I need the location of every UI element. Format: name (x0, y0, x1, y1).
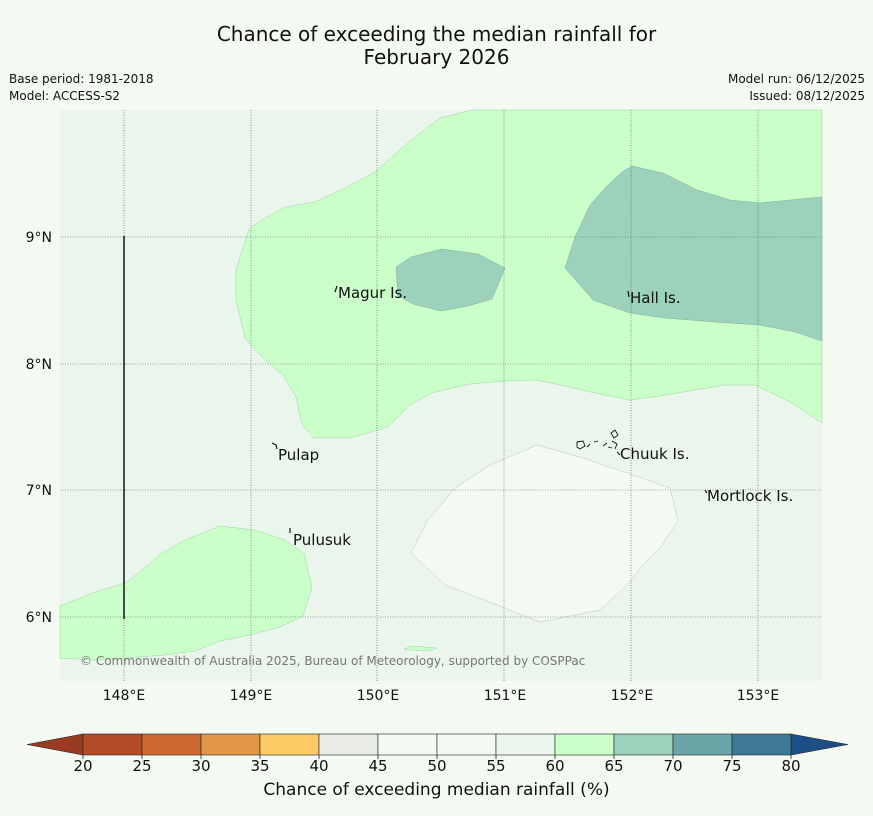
hall-island-mark (627, 290, 630, 298)
legend-swatch (731, 733, 792, 756)
legend-swatch (495, 733, 556, 756)
legend-tick-label: 45 (368, 757, 387, 775)
region-60-65-sliver (403, 645, 438, 652)
chart-title-line2: February 2026 (363, 45, 510, 69)
legend-tick-label: 55 (486, 757, 505, 775)
legend-swatch (200, 733, 261, 756)
region-65-70-centre (395, 248, 506, 312)
lon-label-153e: 153°E (737, 688, 780, 704)
lon-label-148e: 148°E (103, 688, 146, 704)
copyright-notice: © Commonwealth of Australia 2025, Bureau… (80, 654, 585, 668)
legend-swatch (436, 733, 497, 756)
lon-label-149e: 149°E (230, 688, 273, 704)
legend-tick-label: 70 (663, 757, 682, 775)
place-label-magur: Magur Is. (338, 284, 407, 302)
legend-swatch (377, 733, 438, 756)
legend-tick-label: 65 (604, 757, 623, 775)
region-65-70-east (564, 165, 823, 342)
place-label-hall: Hall Is. (630, 289, 681, 307)
legend-swatch (672, 733, 733, 756)
legend-under-arrow (26, 733, 84, 756)
legend-tick-label: 25 (132, 757, 151, 775)
legend-swatch (554, 733, 615, 756)
legend-swatch (141, 733, 202, 756)
model-run-date: Model run: 06/12/2025 (727, 72, 865, 86)
legend-tick-label: 60 (545, 757, 564, 775)
legend-swatch (318, 733, 379, 756)
region-50-55-south (410, 444, 679, 623)
place-labels: Magur Is. Hall Is. Pulap Chuuk Is. Mortl… (278, 284, 793, 549)
lat-label-8n: 8°N (26, 357, 52, 373)
place-label-pulap: Pulap (278, 446, 319, 464)
legend-tick-label: 75 (722, 757, 741, 775)
legend-tick-label: 50 (427, 757, 446, 775)
mortlock-island-mark (704, 489, 708, 494)
latitude-labels: 9°N 8°N 7°N 6°N (26, 230, 52, 626)
lon-label-151e: 151°E (484, 688, 527, 704)
place-label-chuuk: Chuuk Is. (620, 445, 689, 463)
chart-title-line1: Chance of exceeding the median rainfall … (216, 22, 657, 46)
legend-tick-label: 20 (73, 757, 92, 775)
issued-date: Issued: 08/12/2025 (749, 89, 865, 103)
color-legend: 20 25 30 35 40 45 50 55 60 65 70 75 80 (26, 733, 849, 775)
legend-tick-label: 40 (309, 757, 328, 775)
legend-tick-label: 80 (781, 757, 800, 775)
place-label-pulusuk: Pulusuk (293, 531, 351, 549)
legend-swatch (259, 733, 320, 756)
lat-label-9n: 9°N (26, 230, 52, 246)
lat-label-6n: 6°N (26, 610, 52, 626)
legend-swatch (613, 733, 674, 756)
place-label-mortlock: Mortlock Is. (707, 487, 793, 505)
lon-label-150e: 150°E (357, 688, 400, 704)
magur-island-mark (334, 285, 338, 293)
base-period: Base period: 1981-2018 (9, 72, 154, 86)
lat-label-7n: 7°N (26, 483, 52, 499)
legend-tick-label: 35 (250, 757, 269, 775)
model-name: Model: ACCESS-S2 (9, 89, 121, 103)
region-60-65-southwest (59, 525, 313, 661)
longitude-labels: 148°E 149°E 150°E 151°E 152°E 153°E (103, 688, 780, 704)
legend-swatch (82, 733, 143, 756)
graticule (60, 110, 822, 681)
legend-title: Chance of exceeding median rainfall (%) (263, 780, 610, 800)
legend-tick-label: 30 (191, 757, 210, 775)
island-marks (271, 285, 708, 533)
legend-over-arrow (790, 733, 849, 756)
chuuk-islands-mark (576, 429, 621, 456)
lon-label-152e: 152°E (611, 688, 654, 704)
pulap-island-mark (271, 442, 278, 450)
